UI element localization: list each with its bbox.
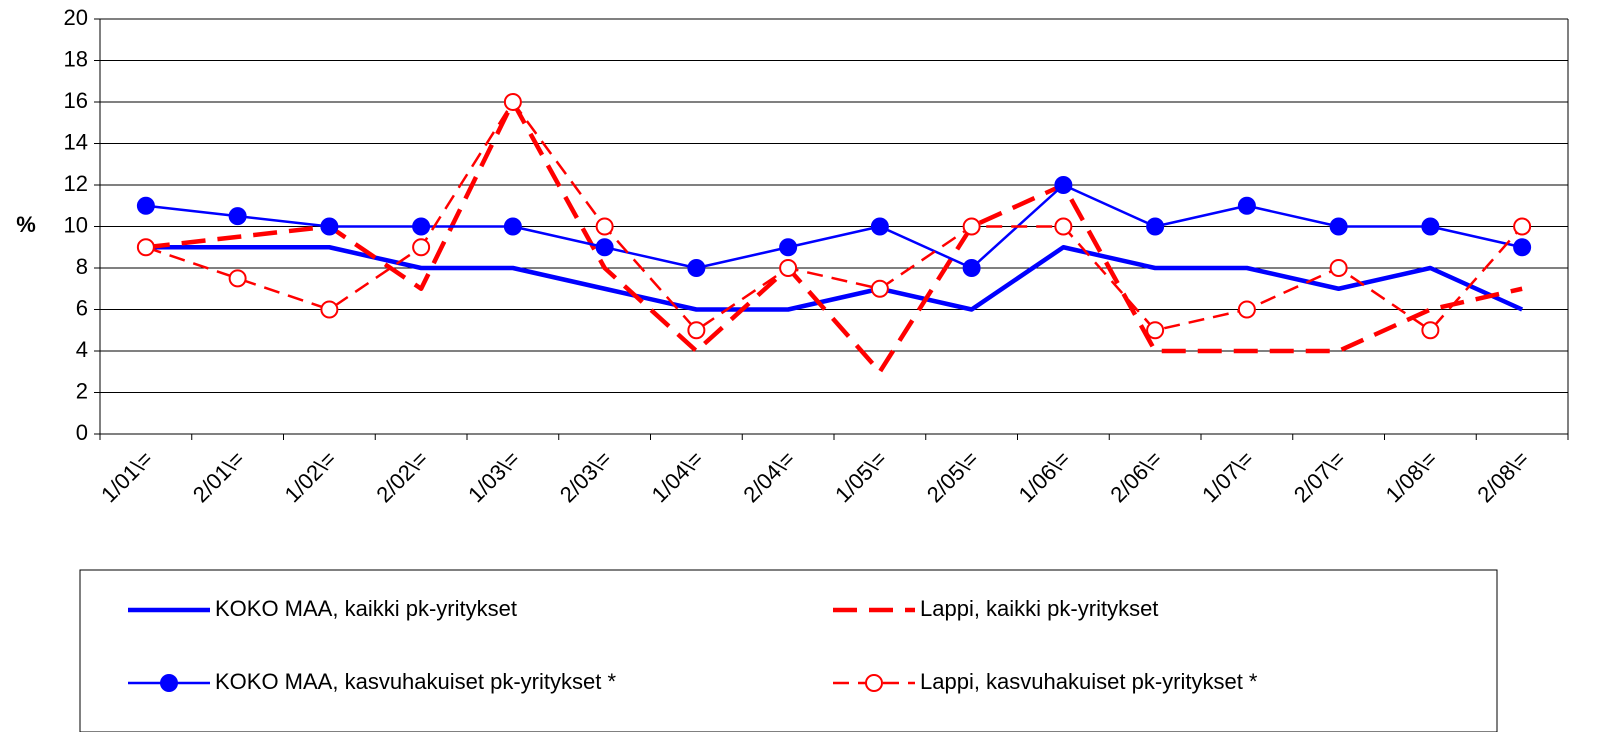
marker bbox=[779, 259, 798, 277]
y-tick-label: 20 bbox=[64, 5, 88, 30]
y-tick-label: 10 bbox=[64, 212, 88, 237]
x-tick-label: 1/04\= bbox=[647, 446, 708, 507]
marker bbox=[136, 196, 155, 215]
legend-label: Lappi, kaikki pk-yritykset bbox=[920, 596, 1158, 621]
y-tick-label: 12 bbox=[64, 171, 88, 196]
marker bbox=[1513, 238, 1532, 257]
x-tick-label: 2/02\= bbox=[371, 446, 432, 507]
x-tick-label: 2/05\= bbox=[922, 446, 983, 507]
marker bbox=[1329, 217, 1348, 236]
y-tick-label: 4 bbox=[76, 337, 88, 362]
marker bbox=[1237, 300, 1256, 319]
x-tick-label: 1/02\= bbox=[280, 446, 341, 507]
y-tick-label: 16 bbox=[64, 88, 88, 113]
y-tick-label: 8 bbox=[76, 254, 88, 279]
marker bbox=[870, 217, 889, 236]
legend-box bbox=[79, 569, 1498, 732]
legend: KOKO MAA, kaikki pk-yritykset Lappi, kaik… bbox=[128, 596, 1258, 694]
marker bbox=[1146, 321, 1165, 340]
marker bbox=[1054, 176, 1073, 194]
x-tick-label: 1/07\= bbox=[1197, 446, 1258, 507]
x-tick-label: 2/06\= bbox=[1105, 446, 1166, 507]
marker bbox=[1237, 196, 1256, 215]
series-line bbox=[145, 183, 1523, 270]
marker bbox=[1054, 217, 1073, 236]
y-tick-label: 0 bbox=[76, 420, 88, 445]
marker bbox=[1421, 217, 1440, 236]
marker bbox=[503, 93, 522, 111]
y-tick-label: 2 bbox=[76, 378, 88, 403]
marker bbox=[503, 217, 522, 236]
x-tick-label: 1/05\= bbox=[830, 446, 891, 507]
marker bbox=[779, 238, 798, 257]
y-axis-label: % bbox=[16, 212, 36, 237]
x-tick-label: 2/08\= bbox=[1472, 446, 1533, 507]
series-line bbox=[145, 99, 1523, 374]
marker bbox=[412, 238, 431, 257]
y-tick-label: 18 bbox=[64, 46, 88, 71]
marker bbox=[136, 238, 155, 257]
legend-label: KOKO MAA, kaikki pk-yritykset bbox=[215, 596, 517, 621]
x-tick-label: 2/04\= bbox=[738, 446, 799, 507]
legend-label: KOKO MAA, kasvuhakuiset pk-yritykset * bbox=[215, 669, 616, 694]
x-tick-label: 1/01\= bbox=[96, 446, 157, 507]
marker bbox=[962, 217, 981, 236]
x-tick-label: 1/06\= bbox=[1014, 446, 1075, 507]
marker bbox=[320, 217, 339, 236]
marker bbox=[687, 259, 706, 277]
marker bbox=[595, 217, 614, 236]
y-tick-label: 6 bbox=[76, 295, 88, 320]
x-tick-label: 1/08\= bbox=[1381, 446, 1442, 507]
marker bbox=[228, 207, 247, 226]
marker bbox=[320, 300, 339, 319]
marker bbox=[870, 279, 889, 298]
marker bbox=[1421, 321, 1440, 340]
marker bbox=[865, 674, 883, 692]
x-tick-label: 2/07\= bbox=[1289, 446, 1350, 507]
marker bbox=[228, 269, 247, 288]
y-tick-label: 14 bbox=[64, 129, 88, 154]
marker bbox=[1329, 259, 1348, 277]
series-line bbox=[145, 245, 1524, 312]
marker bbox=[595, 238, 614, 257]
marker bbox=[1146, 217, 1165, 236]
marker bbox=[962, 259, 981, 277]
legend-label: Lappi, kasvuhakuiset pk-yritykset * bbox=[920, 669, 1258, 694]
marker bbox=[160, 674, 178, 692]
marker bbox=[687, 321, 706, 340]
x-tick-label: 2/03\= bbox=[555, 446, 616, 507]
x-tick-label: 1/03\= bbox=[463, 446, 524, 507]
series-line bbox=[145, 100, 1524, 332]
marker bbox=[412, 217, 431, 236]
marker bbox=[1513, 217, 1532, 236]
x-tick-label: 2/01\= bbox=[188, 446, 249, 507]
